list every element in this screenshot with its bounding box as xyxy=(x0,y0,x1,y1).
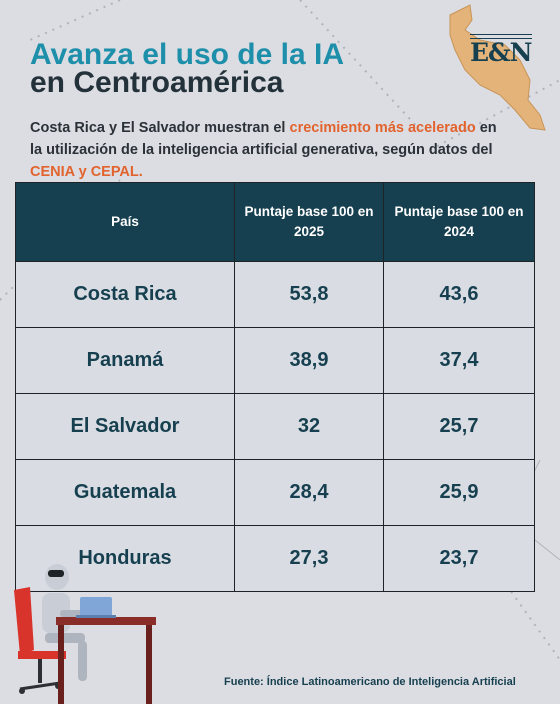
country-cell: El Salvador xyxy=(15,393,235,460)
table-row: Guatemala 28,4 25,9 xyxy=(15,459,535,526)
score-2025-cell: 38,9 xyxy=(234,327,384,394)
source-note: Fuente: Índice Latinoamericano de Inteli… xyxy=(224,676,516,688)
score-2024-cell: 25,9 xyxy=(383,459,535,526)
central-america-map xyxy=(449,4,546,131)
title-line-1: Avanza el uso de la IA xyxy=(30,38,344,71)
score-2025-cell: 27,3 xyxy=(234,525,384,592)
score-2024-cell: 25,7 xyxy=(383,393,535,460)
score-2024-cell: 43,6 xyxy=(383,261,535,328)
subtitle-text-2: en la utilización de la inteligencia art… xyxy=(30,120,497,158)
subtitle: Costa Rica y El Salvador muestran el cre… xyxy=(30,117,510,183)
subtitle-text-1: Costa Rica y El Salvador muestran el xyxy=(30,120,290,136)
robot-at-desk-illustration xyxy=(14,564,156,704)
scores-table: País Puntaje base 100 en 2025 Puntaje ba… xyxy=(15,182,535,592)
subtitle-highlight-2: CENIA y CEPAL. xyxy=(30,164,143,180)
score-2024-cell: 37,4 xyxy=(383,327,535,394)
country-cell: Panamá xyxy=(15,327,235,394)
country-cell: Guatemala xyxy=(15,459,235,526)
logo-rule xyxy=(470,34,532,39)
table-row: Panamá 38,9 37,4 xyxy=(15,327,535,394)
table-row: Costa Rica 53,8 43,6 xyxy=(15,261,535,328)
score-2025-cell: 28,4 xyxy=(234,459,384,526)
title-line-2: en Centroamérica xyxy=(30,66,284,99)
score-2024-cell: 23,7 xyxy=(383,525,535,592)
header-country: País xyxy=(15,182,235,262)
score-2025-cell: 53,8 xyxy=(234,261,384,328)
score-2025-cell: 32 xyxy=(234,393,384,460)
table-header-row: País Puntaje base 100 en 2025 Puntaje ba… xyxy=(15,182,535,262)
header-score-2024: Puntaje base 100 en 2024 xyxy=(383,182,535,262)
country-cell: Costa Rica xyxy=(15,261,235,328)
subtitle-highlight-1: crecimiento más acelerado xyxy=(289,120,476,136)
header-score-2025: Puntaje base 100 en 2025 xyxy=(234,182,384,262)
table-row: El Salvador 32 25,7 xyxy=(15,393,535,460)
logo: E&N xyxy=(470,38,532,67)
